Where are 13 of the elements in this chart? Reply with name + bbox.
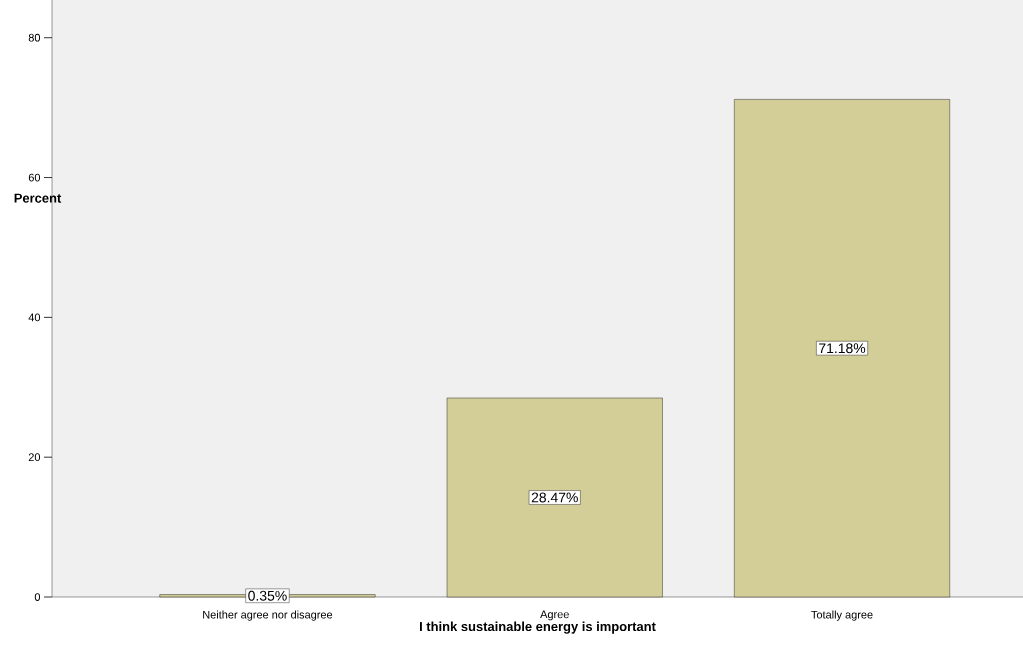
data-label: 0.35%	[248, 590, 287, 601]
x-tick-label: Neither agree nor disagree	[203, 610, 333, 621]
x-axis-title: I think sustainable energy is important	[419, 621, 656, 634]
x-tick-label: Agree	[540, 610, 569, 621]
y-axis-title: Percent	[14, 193, 62, 203]
y-tick-label: 80	[28, 33, 41, 42]
x-tick-label: Totally agree	[811, 610, 873, 621]
y-tick-label: 0	[34, 593, 41, 601]
y-tick-label: 40	[28, 313, 41, 322]
data-label: 28.47%	[531, 492, 578, 503]
y-tick-label: 20	[28, 453, 41, 462]
y-tick-label: 60	[28, 173, 41, 182]
data-label: 71.18%	[819, 343, 866, 354]
